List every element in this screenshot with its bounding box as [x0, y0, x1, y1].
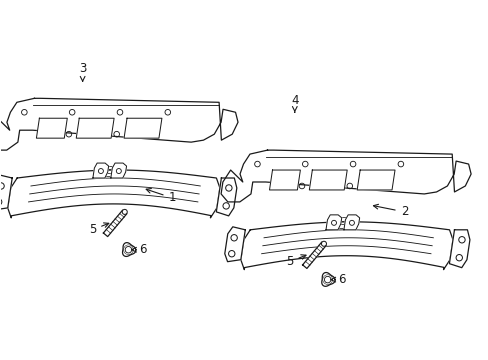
Polygon shape — [325, 215, 341, 230]
Polygon shape — [124, 118, 162, 138]
Polygon shape — [269, 170, 300, 190]
Circle shape — [321, 241, 326, 246]
Polygon shape — [216, 178, 236, 216]
Polygon shape — [309, 170, 346, 190]
Polygon shape — [8, 170, 220, 218]
Polygon shape — [0, 175, 12, 210]
Text: 2: 2 — [373, 204, 407, 219]
Polygon shape — [122, 243, 136, 256]
Polygon shape — [343, 215, 359, 230]
Text: 6: 6 — [131, 243, 146, 256]
Polygon shape — [321, 273, 334, 286]
Text: 4: 4 — [290, 94, 298, 112]
Polygon shape — [356, 170, 394, 190]
Text: 5: 5 — [285, 255, 305, 268]
Polygon shape — [221, 150, 470, 202]
Polygon shape — [76, 118, 114, 138]
Text: 3: 3 — [79, 62, 86, 81]
Polygon shape — [302, 242, 325, 269]
Text: 6: 6 — [330, 273, 345, 286]
Polygon shape — [224, 227, 245, 262]
Polygon shape — [0, 98, 238, 150]
Polygon shape — [240, 222, 452, 270]
Polygon shape — [36, 118, 67, 138]
Polygon shape — [111, 163, 126, 178]
Polygon shape — [103, 210, 126, 237]
Polygon shape — [448, 230, 469, 268]
Circle shape — [122, 210, 127, 215]
Text: 5: 5 — [89, 223, 108, 236]
Polygon shape — [93, 163, 108, 178]
Text: 1: 1 — [146, 189, 176, 204]
